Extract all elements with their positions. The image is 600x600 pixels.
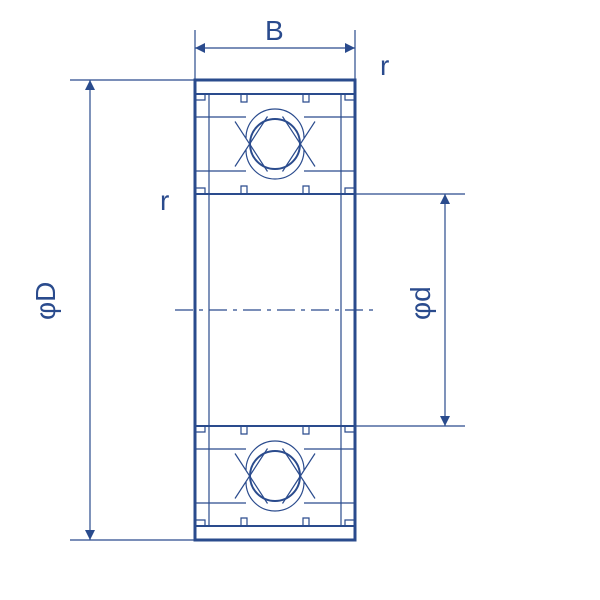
svg-text:φD: φD — [30, 282, 61, 320]
svg-text:B: B — [265, 15, 284, 46]
svg-text:φd: φd — [405, 286, 436, 320]
svg-text:r: r — [380, 50, 389, 81]
svg-text:r: r — [160, 185, 169, 216]
